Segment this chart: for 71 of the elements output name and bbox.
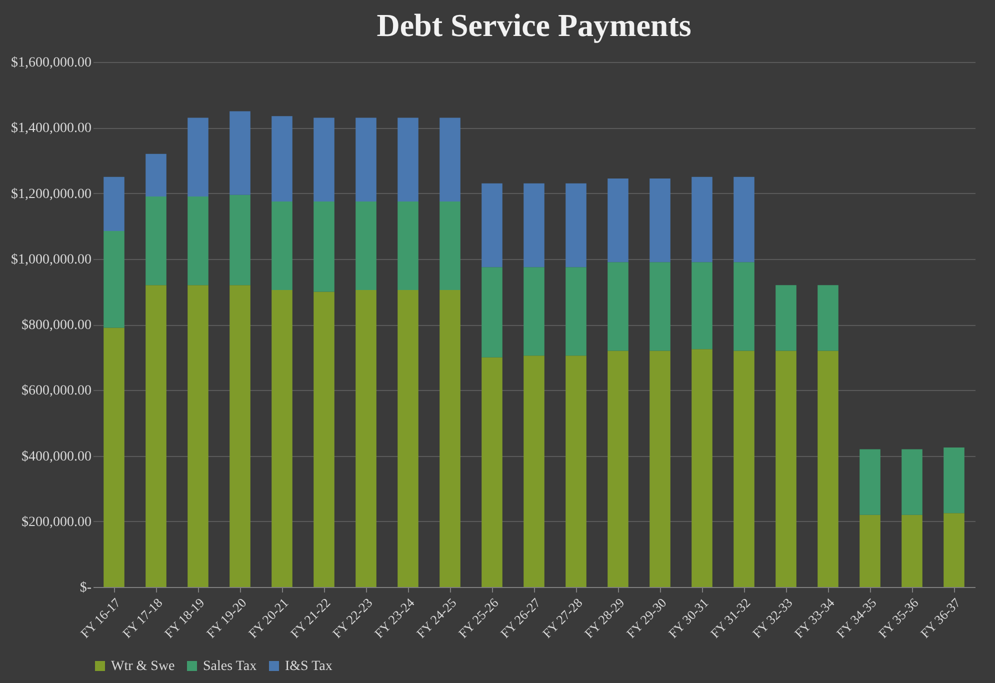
bar	[482, 267, 502, 358]
bar	[146, 154, 166, 197]
bar	[524, 267, 544, 356]
bar	[860, 514, 880, 587]
bar	[104, 176, 124, 231]
bar	[902, 514, 922, 587]
bar	[818, 285, 838, 351]
bar	[566, 267, 586, 356]
bar	[230, 194, 250, 286]
y-tick-label: $200,000.00	[22, 514, 92, 530]
bar	[188, 118, 208, 197]
bar	[524, 183, 544, 268]
chart-title: Debt Service Payments	[376, 7, 692, 43]
bar	[608, 350, 628, 587]
bar	[356, 290, 376, 587]
legend-label: I&S Tax	[285, 659, 332, 674]
bar	[482, 357, 502, 587]
bar	[734, 176, 754, 262]
bar	[230, 285, 250, 587]
bar	[272, 290, 292, 587]
bar	[650, 350, 670, 587]
bar	[566, 356, 586, 587]
bar	[272, 116, 292, 202]
bar	[398, 118, 418, 202]
bar	[146, 285, 166, 587]
bar	[734, 350, 754, 587]
bar	[188, 285, 208, 587]
y-tick-label: $800,000.00	[22, 318, 92, 333]
y-tick-label: $1,000,000.00	[11, 252, 92, 268]
bar	[776, 285, 796, 351]
y-tick-label: $-	[80, 580, 92, 596]
bar	[188, 196, 208, 286]
bar	[692, 176, 712, 262]
bar	[482, 183, 502, 268]
bar	[650, 262, 670, 351]
bar	[104, 328, 124, 587]
bar	[314, 118, 334, 202]
bar	[818, 350, 838, 587]
bar	[272, 201, 292, 290]
bar	[314, 201, 334, 292]
bar	[146, 196, 166, 286]
bar	[440, 118, 460, 202]
bar	[902, 449, 922, 515]
bar	[608, 178, 628, 262]
bar	[314, 292, 334, 587]
bar	[776, 350, 796, 587]
bar	[860, 449, 880, 515]
bar	[692, 349, 712, 587]
bar	[440, 201, 460, 290]
bar	[356, 118, 376, 202]
y-tick-label: $1,200,000.00	[11, 186, 92, 202]
y-tick-label: $600,000.00	[22, 384, 92, 399]
bar	[356, 201, 376, 290]
y-tick-label: $400,000.00	[22, 449, 92, 464]
legend-label: Wtr & Swe	[111, 659, 175, 674]
bar	[398, 290, 418, 587]
bar	[398, 201, 418, 290]
bar	[650, 178, 670, 262]
y-tick-label: $1,400,000.00	[11, 121, 92, 136]
bar	[230, 111, 250, 195]
bar	[944, 513, 964, 587]
bar	[944, 448, 964, 514]
bar	[608, 262, 628, 351]
bar	[524, 356, 544, 587]
legend-label: Sales Tax	[203, 659, 257, 674]
bar	[692, 262, 712, 350]
y-tick-label: $1,600,000.00	[11, 56, 92, 70]
bar	[104, 230, 124, 328]
bar	[566, 183, 586, 268]
bar	[734, 262, 754, 351]
bar	[440, 290, 460, 587]
